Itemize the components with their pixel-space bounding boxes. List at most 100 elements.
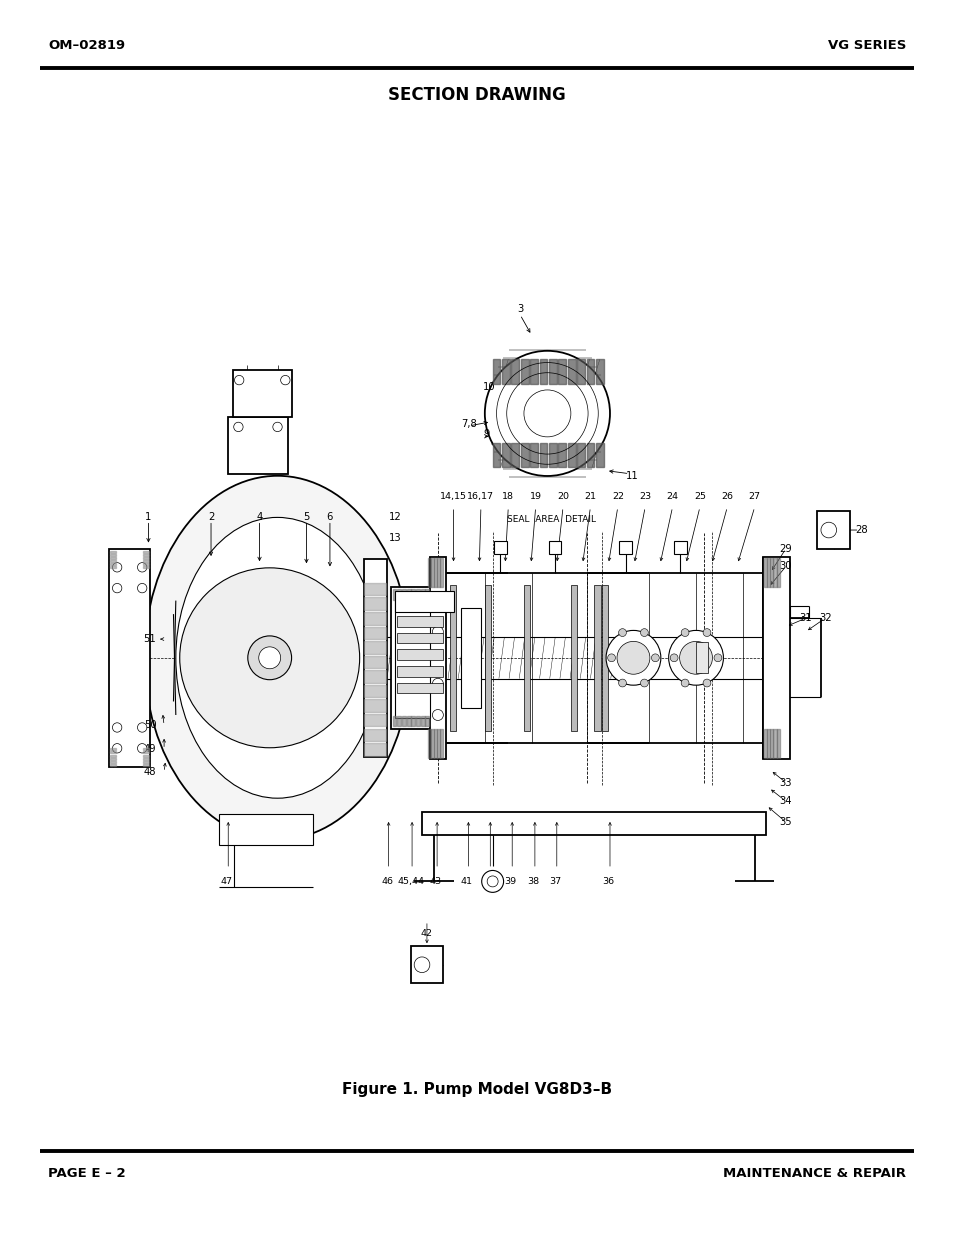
Text: 46: 46 <box>380 877 393 885</box>
Polygon shape <box>439 729 443 757</box>
Polygon shape <box>143 748 149 751</box>
Circle shape <box>607 653 615 662</box>
Text: PAGE E – 2: PAGE E – 2 <box>48 1167 126 1179</box>
Text: 5: 5 <box>303 513 310 522</box>
Circle shape <box>618 629 626 636</box>
Text: 49: 49 <box>144 745 156 755</box>
Polygon shape <box>364 729 386 741</box>
Polygon shape <box>501 359 509 384</box>
Polygon shape <box>364 714 386 726</box>
Polygon shape <box>143 557 149 559</box>
Bar <box>396 666 443 677</box>
Circle shape <box>605 630 660 685</box>
Bar <box>494 541 506 553</box>
Polygon shape <box>416 589 419 599</box>
Circle shape <box>432 678 443 689</box>
Circle shape <box>273 422 282 431</box>
Text: 30: 30 <box>779 561 791 572</box>
Text: 50: 50 <box>144 720 156 730</box>
Polygon shape <box>511 359 518 384</box>
Text: 9: 9 <box>482 430 489 440</box>
Circle shape <box>112 563 122 572</box>
Bar <box>396 616 443 626</box>
Text: Figure 1. Pump Model VG8D3–B: Figure 1. Pump Model VG8D3–B <box>341 1082 612 1097</box>
Polygon shape <box>406 716 410 726</box>
Polygon shape <box>143 567 149 568</box>
Circle shape <box>651 653 659 662</box>
Bar <box>484 585 491 731</box>
Text: 23: 23 <box>639 492 651 501</box>
Polygon shape <box>143 551 149 553</box>
Polygon shape <box>364 743 386 756</box>
Text: 18: 18 <box>502 492 514 501</box>
Polygon shape <box>763 558 766 587</box>
Bar <box>817 511 849 548</box>
Bar <box>396 683 443 693</box>
Bar <box>696 642 707 673</box>
Circle shape <box>179 568 359 747</box>
Text: 13: 13 <box>388 534 401 543</box>
Circle shape <box>487 876 497 887</box>
Text: 33: 33 <box>779 778 791 788</box>
Text: 16,17: 16,17 <box>467 492 494 501</box>
Polygon shape <box>558 442 565 468</box>
Circle shape <box>137 583 147 593</box>
Ellipse shape <box>145 475 410 840</box>
Text: 35: 35 <box>779 818 792 827</box>
Polygon shape <box>766 729 770 757</box>
Circle shape <box>639 679 648 687</box>
Bar <box>363 559 387 757</box>
Bar <box>422 811 765 835</box>
Text: 6: 6 <box>326 513 333 522</box>
Bar <box>430 557 445 758</box>
Text: 34: 34 <box>779 797 791 806</box>
Text: 32: 32 <box>818 614 831 624</box>
Polygon shape <box>110 751 116 753</box>
Bar <box>396 632 443 643</box>
Polygon shape <box>492 359 500 384</box>
Polygon shape <box>110 748 116 751</box>
Polygon shape <box>577 359 584 384</box>
Text: 41: 41 <box>460 877 473 885</box>
Polygon shape <box>567 359 575 384</box>
Circle shape <box>680 679 688 687</box>
Polygon shape <box>143 553 149 556</box>
Text: 4: 4 <box>256 513 262 522</box>
Polygon shape <box>392 716 396 726</box>
Circle shape <box>137 743 147 753</box>
Polygon shape <box>110 559 116 562</box>
Polygon shape <box>530 442 537 468</box>
Polygon shape <box>110 755 116 757</box>
Bar <box>674 541 686 553</box>
Circle shape <box>248 636 292 679</box>
Polygon shape <box>586 442 594 468</box>
Bar <box>391 587 434 729</box>
Polygon shape <box>773 729 776 757</box>
Text: 12: 12 <box>388 513 401 522</box>
Circle shape <box>680 629 688 636</box>
Bar <box>410 946 443 983</box>
Polygon shape <box>143 761 149 763</box>
Circle shape <box>414 957 430 973</box>
Bar <box>570 585 577 731</box>
Polygon shape <box>773 558 776 587</box>
Circle shape <box>137 722 147 732</box>
Text: 43: 43 <box>429 877 441 885</box>
Polygon shape <box>364 685 386 698</box>
Polygon shape <box>770 558 773 587</box>
Bar <box>594 585 600 731</box>
Text: 28: 28 <box>855 525 867 535</box>
Polygon shape <box>110 557 116 559</box>
Circle shape <box>234 375 244 385</box>
Polygon shape <box>364 583 386 595</box>
Bar <box>761 557 789 758</box>
Circle shape <box>137 563 147 572</box>
Polygon shape <box>392 589 396 599</box>
Circle shape <box>639 629 648 636</box>
Polygon shape <box>434 729 436 757</box>
Polygon shape <box>143 563 149 566</box>
Polygon shape <box>401 716 405 726</box>
Text: 40: 40 <box>482 877 495 885</box>
Polygon shape <box>416 716 419 726</box>
Ellipse shape <box>175 517 378 798</box>
